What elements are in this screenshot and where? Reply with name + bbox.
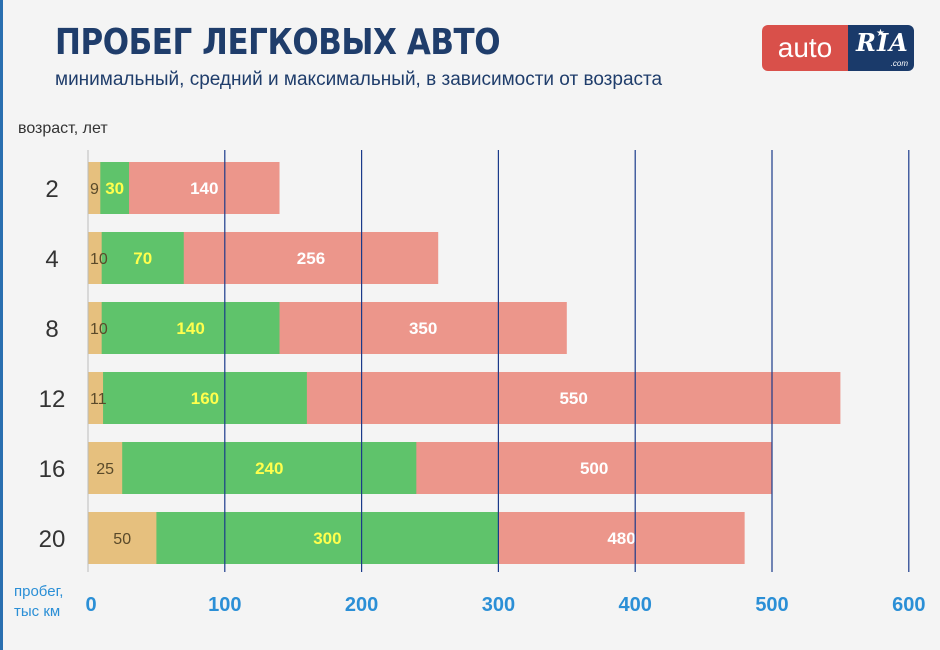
bar-avg [88, 302, 280, 354]
x-tick-label: 200 [345, 594, 378, 616]
x-tick-label: 100 [208, 594, 241, 616]
x-tick-label: 600 [892, 594, 925, 616]
x-tick-label: 500 [755, 594, 788, 616]
data-label-avg: 300 [313, 529, 341, 548]
logo-ria-part: ★ RIA .com [848, 25, 914, 71]
data-label-avg: 160 [191, 389, 219, 408]
category-label: 8 [45, 316, 58, 343]
category-label: 20 [39, 526, 66, 553]
x-axis-label-line2: тыс км [14, 603, 61, 620]
chart-subtitle: минимальный, средний и максимальный, в з… [55, 69, 663, 90]
category-label: 16 [39, 456, 66, 483]
y-axis-label: возраст, лет [18, 120, 108, 137]
autoria-logo: auto ★ RIA .com [762, 25, 914, 71]
category-label: 4 [45, 246, 58, 273]
category-label: 2 [45, 176, 58, 203]
data-label-max: 140 [190, 179, 218, 198]
bar-avg [88, 372, 307, 424]
data-label-min: 10 [90, 251, 108, 268]
data-label-avg: 240 [255, 459, 283, 478]
x-tick-label: 300 [482, 594, 515, 616]
bar-min [88, 302, 102, 354]
left-accent-stripe [0, 0, 3, 650]
x-axis-label-line1: пробег, [14, 583, 64, 600]
chart-title: ПРОБЕГ ЛЕГКОВЫХ АВТО [55, 22, 501, 63]
bar-min [88, 442, 123, 494]
data-label-max: 350 [409, 319, 437, 338]
logo-ria-text: RIA [856, 28, 909, 57]
data-label-avg: 30 [105, 179, 124, 198]
data-label-max: 550 [559, 389, 587, 408]
data-label-max: 500 [580, 459, 608, 478]
data-label-min: 9 [90, 181, 99, 198]
data-label-min: 50 [113, 531, 131, 548]
data-label-max: 480 [607, 529, 635, 548]
bar-min [88, 512, 157, 564]
category-label: 12 [39, 386, 66, 413]
logo-com-text: .com [890, 59, 908, 68]
star-icon: ★ [876, 28, 885, 39]
data-label-avg: 70 [133, 249, 152, 268]
logo-auto-part: auto [762, 25, 848, 71]
bar-min [88, 372, 104, 424]
bar-avg [88, 442, 417, 494]
data-label-min: 10 [90, 321, 108, 338]
data-label-min: 25 [96, 461, 114, 478]
bar-min [88, 162, 101, 214]
bar-avg [88, 232, 184, 284]
x-axis-label: пробег, тыс км [14, 582, 63, 622]
data-label-max: 256 [297, 249, 325, 268]
data-label-avg: 140 [176, 319, 204, 338]
x-tick-label: 400 [619, 594, 652, 616]
data-label-min: 11 [90, 391, 107, 408]
bar-min [88, 232, 102, 284]
x-tick-label: 0 [85, 594, 96, 616]
